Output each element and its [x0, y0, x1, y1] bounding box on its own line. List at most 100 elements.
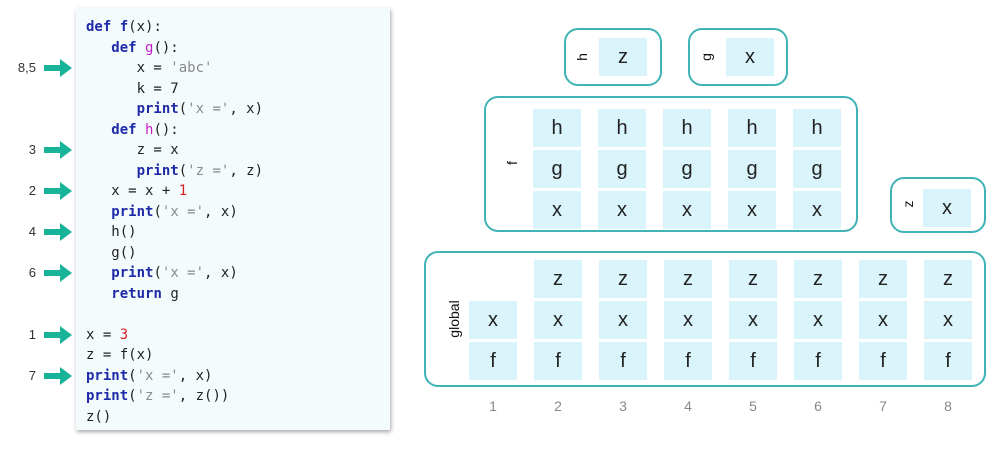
f-frame-cell: x [793, 191, 841, 229]
code-line: return g [86, 284, 179, 304]
f-frame-cell: g [663, 150, 711, 188]
step-label: 4 [28, 224, 36, 239]
code-line: g() [86, 243, 136, 263]
code-token: 'z =' [187, 162, 230, 179]
code-panel: def f(x): def g(): x = 'abc' k = 7 print… [76, 8, 390, 430]
code-token: k = 7 [136, 80, 179, 97]
g-frame-label: g [698, 53, 714, 61]
global-frame-cell: x [469, 301, 517, 339]
global-frame-cell: z [794, 260, 842, 298]
code-token: def [86, 19, 120, 35]
global-frame-cell: x [599, 301, 647, 339]
code-line: x = 3 [86, 325, 128, 345]
global-frame-cell: z [729, 260, 777, 298]
global-frame-cell: f [794, 342, 842, 380]
code-line: z = f(x) [86, 345, 153, 365]
column-label: 3 [619, 398, 627, 414]
column-label: 1 [489, 398, 497, 414]
code-line: def f(x): [86, 17, 162, 37]
arrow-icon [44, 366, 72, 385]
code-token: ( [178, 101, 188, 117]
code-token: return [111, 285, 171, 302]
code-token: 'x =' [161, 265, 205, 281]
f-frame-cell: x [598, 191, 646, 229]
column-label: 2 [554, 398, 562, 414]
code-token: , x) [229, 101, 264, 117]
global-frame-cell: x [664, 301, 712, 339]
global-frame-cell: f [924, 342, 972, 380]
code-line: print('x =', x) [86, 99, 263, 119]
global-frame-cell: x [859, 301, 907, 339]
global-frame-cell: z [599, 260, 647, 298]
code-token [86, 265, 111, 281]
code-line: x = 'abc' [86, 58, 213, 78]
step-label: 2 [28, 183, 36, 198]
global-frame-label: global [446, 300, 462, 338]
f-frame-cell: x [663, 191, 711, 229]
code-token [86, 40, 111, 56]
arrow-icon [44, 223, 72, 241]
code-line: def g(): [86, 38, 178, 58]
step-label: 3 [28, 142, 36, 157]
code-token [86, 142, 137, 158]
f-frame-cell: x [728, 191, 776, 229]
g-frame: g x [688, 28, 788, 86]
code-token: , x) [178, 367, 213, 384]
code-token: z() [86, 408, 112, 425]
global-frame-cell: f [859, 342, 907, 380]
global-frame-cell: x [924, 301, 972, 339]
global-frame-cell: f [534, 342, 582, 380]
global-frame-cell: f [664, 342, 712, 380]
f-frame-cell: g [793, 150, 841, 188]
global-frame-cell: x [794, 301, 842, 339]
code-token [86, 183, 111, 199]
code-token: h [145, 121, 154, 138]
code-line: print('x =', x) [86, 263, 237, 283]
arrow-icon [44, 59, 72, 77]
column-label: 8 [944, 398, 952, 414]
step-label: 8,5 [17, 60, 36, 75]
code-token: print [86, 367, 129, 384]
code-token: ( [178, 162, 188, 179]
code-token: print [111, 203, 154, 220]
f-frame-cell: g [533, 150, 581, 188]
arrow-icon [44, 325, 72, 344]
code-token: (): [153, 121, 179, 138]
f-frame-cell: x [533, 191, 581, 229]
step-label: 1 [28, 326, 36, 342]
f-frame-label: f [504, 161, 520, 165]
code-token: 'abc' [170, 60, 213, 76]
f-frame-cell: g [598, 150, 646, 188]
column-label: 5 [749, 398, 757, 414]
code-token: 1 [178, 183, 188, 199]
code-token: f [119, 19, 129, 35]
global-frame-cell: z [664, 260, 712, 298]
h-frame-label: h [574, 53, 590, 61]
code-token [86, 122, 111, 138]
code-token [86, 60, 137, 76]
code-token: ( [153, 265, 162, 281]
f-frame-cell: h [598, 109, 646, 147]
h-frame: h z [564, 28, 662, 86]
global-frame-cell: x [534, 301, 582, 339]
code-line: z = x [86, 140, 179, 160]
code-token: print [111, 265, 154, 281]
column-label: 7 [879, 398, 887, 414]
h-frame-cell-z: z [599, 38, 647, 76]
f-frame-cell: h [793, 109, 841, 147]
code-token: g [170, 285, 179, 302]
code-token: h() [111, 224, 137, 240]
z-frame-cell-x: x [923, 189, 971, 227]
code-token: z = x [136, 142, 179, 158]
code-token [86, 245, 111, 261]
arrow-icon [44, 264, 72, 282]
code-line: print('z =', z) [86, 161, 263, 181]
code-token: g [145, 39, 154, 56]
code-line: print('x =', x) [86, 366, 212, 386]
f-frame-cell: h [533, 109, 581, 147]
code-token: z = f(x) [86, 347, 154, 363]
code-token: 'x =' [136, 367, 179, 384]
code-token [86, 81, 137, 97]
global-frame-cell: x [729, 301, 777, 339]
code-token: print [86, 388, 129, 404]
